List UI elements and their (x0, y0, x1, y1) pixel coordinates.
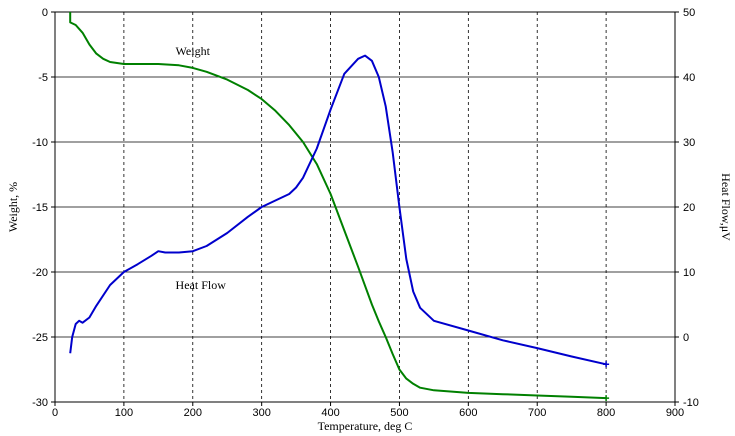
y-right-tick-label: 20 (683, 202, 695, 214)
y-right-tick-label: -10 (683, 397, 699, 409)
x-tick-label: 700 (528, 407, 546, 419)
x-tick-label: 0 (52, 407, 58, 419)
x-tick-label: 300 (252, 407, 270, 419)
heat-flow-line (69, 54, 607, 366)
x-tick-label: 400 (321, 407, 339, 419)
x-tick-label: 900 (666, 407, 684, 419)
y-left-tick-label: 0 (42, 7, 48, 19)
x-axis-title: Temperature, deg C (318, 419, 413, 433)
grid (55, 12, 675, 402)
x-tick-label: 100 (115, 407, 133, 419)
y-left-axis-title: Weight, % (6, 182, 20, 232)
y-right-tick-label: 50 (683, 7, 695, 19)
weight-end-marker (603, 395, 610, 402)
x-tick-label: 800 (597, 407, 615, 419)
ticks-layer: 0 100 200 300 400 500 600 700 800 9000-5-10-15-20… (32, 7, 699, 419)
y-left-tick-label: -15 (32, 202, 48, 214)
weight-line (69, 12, 607, 400)
heat-flow-end-marker (603, 361, 610, 368)
y-right-tick-label: 10 (683, 267, 695, 279)
y-left-tick-label: -25 (32, 332, 48, 344)
y-left-tick-label: -20 (32, 267, 48, 279)
annotation-heat-flow: Heat Flow (176, 278, 227, 292)
x-tick-label: 200 (184, 407, 202, 419)
x-tick-label: 600 (459, 407, 477, 419)
y-right-axis-title: Heat Flow,μV (719, 173, 733, 241)
y-right-tick-label: 30 (683, 137, 695, 149)
annotations: Weight Heat Flow (176, 44, 227, 292)
y-left-tick-label: -5 (38, 72, 48, 84)
y-right-tick-label: 40 (683, 72, 695, 84)
y-right-tick-label: 0 (683, 332, 689, 344)
annotation-weight: Weight (176, 44, 211, 58)
y-left-tick-label: -10 (32, 137, 48, 149)
y-left-tick-label: -30 (32, 397, 48, 409)
x-tick-label: 500 (390, 407, 408, 419)
series-layer (69, 12, 610, 402)
